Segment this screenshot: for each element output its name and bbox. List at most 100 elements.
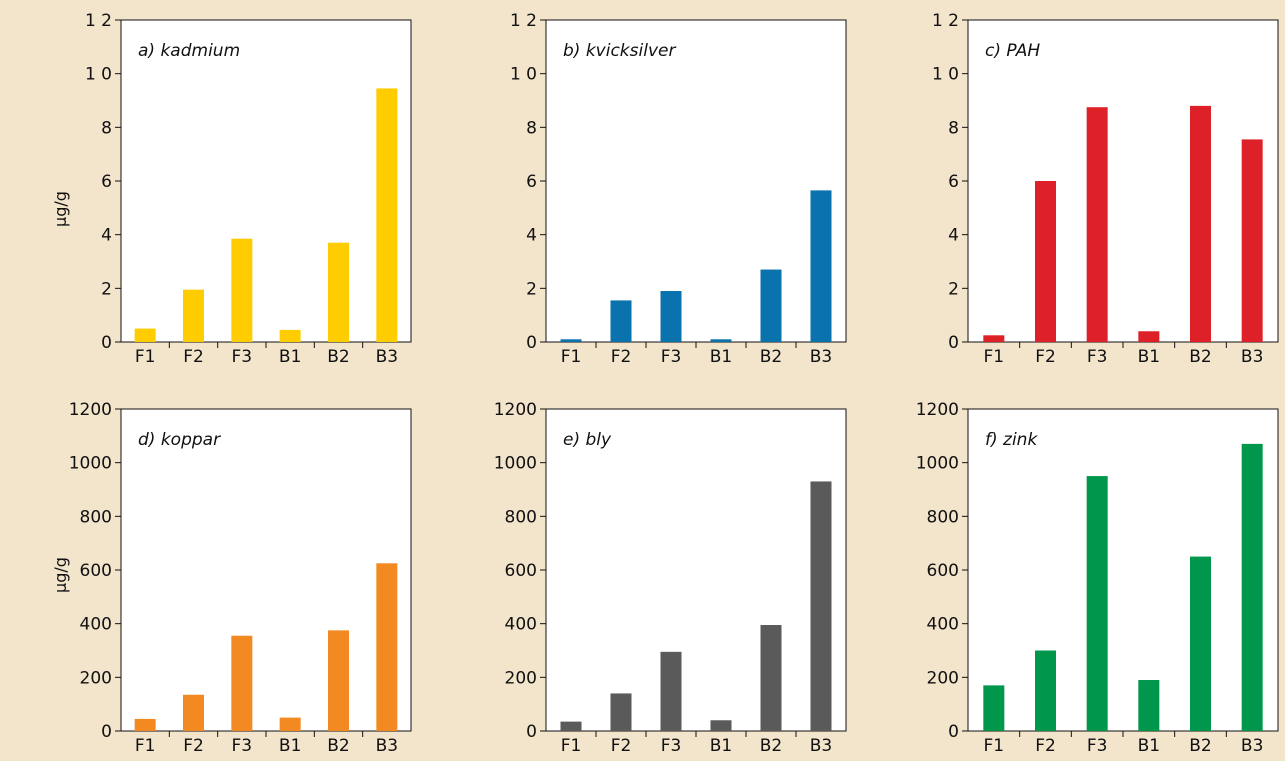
- panel-4-category-label: F3: [232, 736, 253, 756]
- panel-5-title: e) bly: [563, 430, 612, 450]
- panel-2-ytick-label: 1 2: [510, 11, 537, 31]
- panel-5-category-label: B2: [760, 736, 782, 756]
- panel-6-category-label: F1: [984, 736, 1005, 756]
- panel-6-bar-b1: [1138, 680, 1160, 731]
- panel-6-bar-b3: [1241, 443, 1263, 731]
- panel-1-ytick-label: 2: [101, 279, 112, 299]
- panel-2-ytick-label: 0: [526, 333, 537, 353]
- panel-2-category-label: B1: [710, 347, 732, 367]
- panel-3-bar-f2: [1035, 181, 1056, 342]
- panel-5-category-label: B3: [810, 736, 832, 756]
- panel-1-bar-f3: [231, 238, 253, 342]
- panel-3-ytick-label: 6: [948, 172, 959, 192]
- panel-5-category-label: B1: [710, 736, 732, 756]
- panel-4-title: d) koppar: [138, 430, 221, 450]
- panel-3-plot-frame: [967, 19, 1279, 343]
- panel-3-bar-f1: [983, 335, 1005, 342]
- panel-6-title: f) zink: [985, 430, 1038, 450]
- panel-5-bar-f3: [660, 651, 682, 731]
- panel-5-ytick-label: 400: [505, 615, 537, 635]
- panel-5-ytick-label: 1000: [494, 454, 537, 474]
- panel-6-ytick-label: 800: [927, 507, 959, 527]
- panel-2-category-label: B3: [810, 347, 832, 367]
- panel-5-ytick-label: 800: [505, 507, 537, 527]
- panel-3-category-label: F1: [984, 347, 1005, 367]
- panel-4-bar-b2: [328, 630, 349, 731]
- panel-4-bar-f2: [183, 694, 204, 731]
- panel-1-ytick-label: 0: [101, 333, 112, 353]
- panel-5-ytick-label: 1200: [494, 400, 537, 420]
- panel-1-title: a) kadmium: [138, 41, 240, 61]
- panel-3-ytick-label: 0: [948, 333, 959, 353]
- panel-6-ytick-label: 400: [927, 615, 959, 635]
- panel-4-ytick-label: 400: [80, 615, 112, 635]
- panel-4-category-label: F1: [135, 736, 156, 756]
- panel-3-ytick-label: 4: [948, 226, 959, 246]
- panel-1-bar-f1: [134, 328, 156, 342]
- panel-4-ytick-label: 1000: [69, 454, 112, 474]
- panel-2-bar-b2: [760, 269, 782, 342]
- panel-2-ytick-label: 2: [526, 279, 537, 299]
- panel-4-ytick-label: 1200: [69, 400, 112, 420]
- panel-1-category-label: F1: [135, 347, 156, 367]
- panel-1-category-label: B3: [376, 347, 398, 367]
- panel-4-ytick-label: 200: [80, 668, 112, 688]
- panel-1-ytick-label: 6: [101, 172, 112, 192]
- panel-2-bar-f3: [660, 291, 682, 342]
- panel-3-bar-b2: [1190, 105, 1211, 342]
- panel-3-category-label: B3: [1241, 347, 1263, 367]
- panel-4-ytick-label: 600: [80, 561, 112, 581]
- panel-6-plot-frame: [967, 408, 1279, 732]
- panel-4-ytick-label: 800: [80, 507, 112, 527]
- panel-1-plot-frame: [120, 19, 412, 343]
- panel-5-category-label: F1: [561, 736, 582, 756]
- panel-1-ytick-label: 8: [101, 118, 112, 138]
- panel-1-bar-f2: [183, 289, 204, 342]
- panel-5-category-label: F2: [611, 736, 632, 756]
- panel-4-bar-f3: [231, 635, 253, 731]
- panel-3-bar-b3: [1241, 139, 1263, 342]
- panel-6-bar-f2: [1035, 650, 1056, 731]
- panel-2-category-label: F1: [561, 347, 582, 367]
- panel-1-bar-b2: [328, 242, 349, 342]
- panel-1-bar-b1: [279, 329, 301, 342]
- panel-2-category-label: F2: [611, 347, 632, 367]
- panel-1-ytick-label: 1 0: [85, 65, 112, 85]
- panel-6-ytick-label: 200: [927, 668, 959, 688]
- panel-1-ytick-label: 1 2: [85, 11, 112, 31]
- panel-2-ytick-label: 4: [526, 226, 537, 246]
- panel-1-category-label: F3: [232, 347, 253, 367]
- panel-3-bar-b1: [1138, 331, 1160, 342]
- panel-5-bar-b3: [810, 481, 832, 731]
- panel-4-category-label: B1: [279, 736, 301, 756]
- panel-5-ytick-label: 0: [526, 722, 537, 742]
- panel-3-bar-f3: [1086, 107, 1108, 342]
- panel-4-ytick-label: 0: [101, 722, 112, 742]
- panel-6-bar-b2: [1190, 556, 1211, 731]
- panel-4-bar-b1: [279, 717, 301, 731]
- panel-3-ytick-label: 1 0: [932, 65, 959, 85]
- panel-6-ytick-label: 1000: [916, 454, 959, 474]
- panel-1-category-label: B2: [327, 347, 349, 367]
- panel-5-bar-f2: [610, 693, 632, 731]
- panel-2-ytick-label: 6: [526, 172, 537, 192]
- panel-3-ytick-label: 2: [948, 279, 959, 299]
- panel-6-category-label: B2: [1189, 736, 1211, 756]
- panel-2-bar-b1: [710, 339, 732, 342]
- panel-2-title: b) kvicksilver: [563, 41, 676, 61]
- panel-2-plot-frame: [545, 19, 847, 343]
- panel-6-bar-f1: [983, 685, 1005, 731]
- panel-6-category-label: B3: [1241, 736, 1263, 756]
- panel-6-ytick-label: 600: [927, 561, 959, 581]
- panel-2-bar-f1: [560, 339, 582, 342]
- panel-4-plot-frame: [120, 408, 412, 732]
- panel-3-ytick-label: 1 2: [932, 11, 959, 31]
- panel-3-category-label: F3: [1087, 347, 1108, 367]
- panel-3-category-label: F2: [1035, 347, 1056, 367]
- panel-4-category-label: F2: [183, 736, 204, 756]
- panel-6-category-label: F3: [1087, 736, 1108, 756]
- panel-4-bar-f1: [134, 718, 156, 731]
- panel-1-category-label: B1: [279, 347, 301, 367]
- panel-3-ytick-label: 8: [948, 118, 959, 138]
